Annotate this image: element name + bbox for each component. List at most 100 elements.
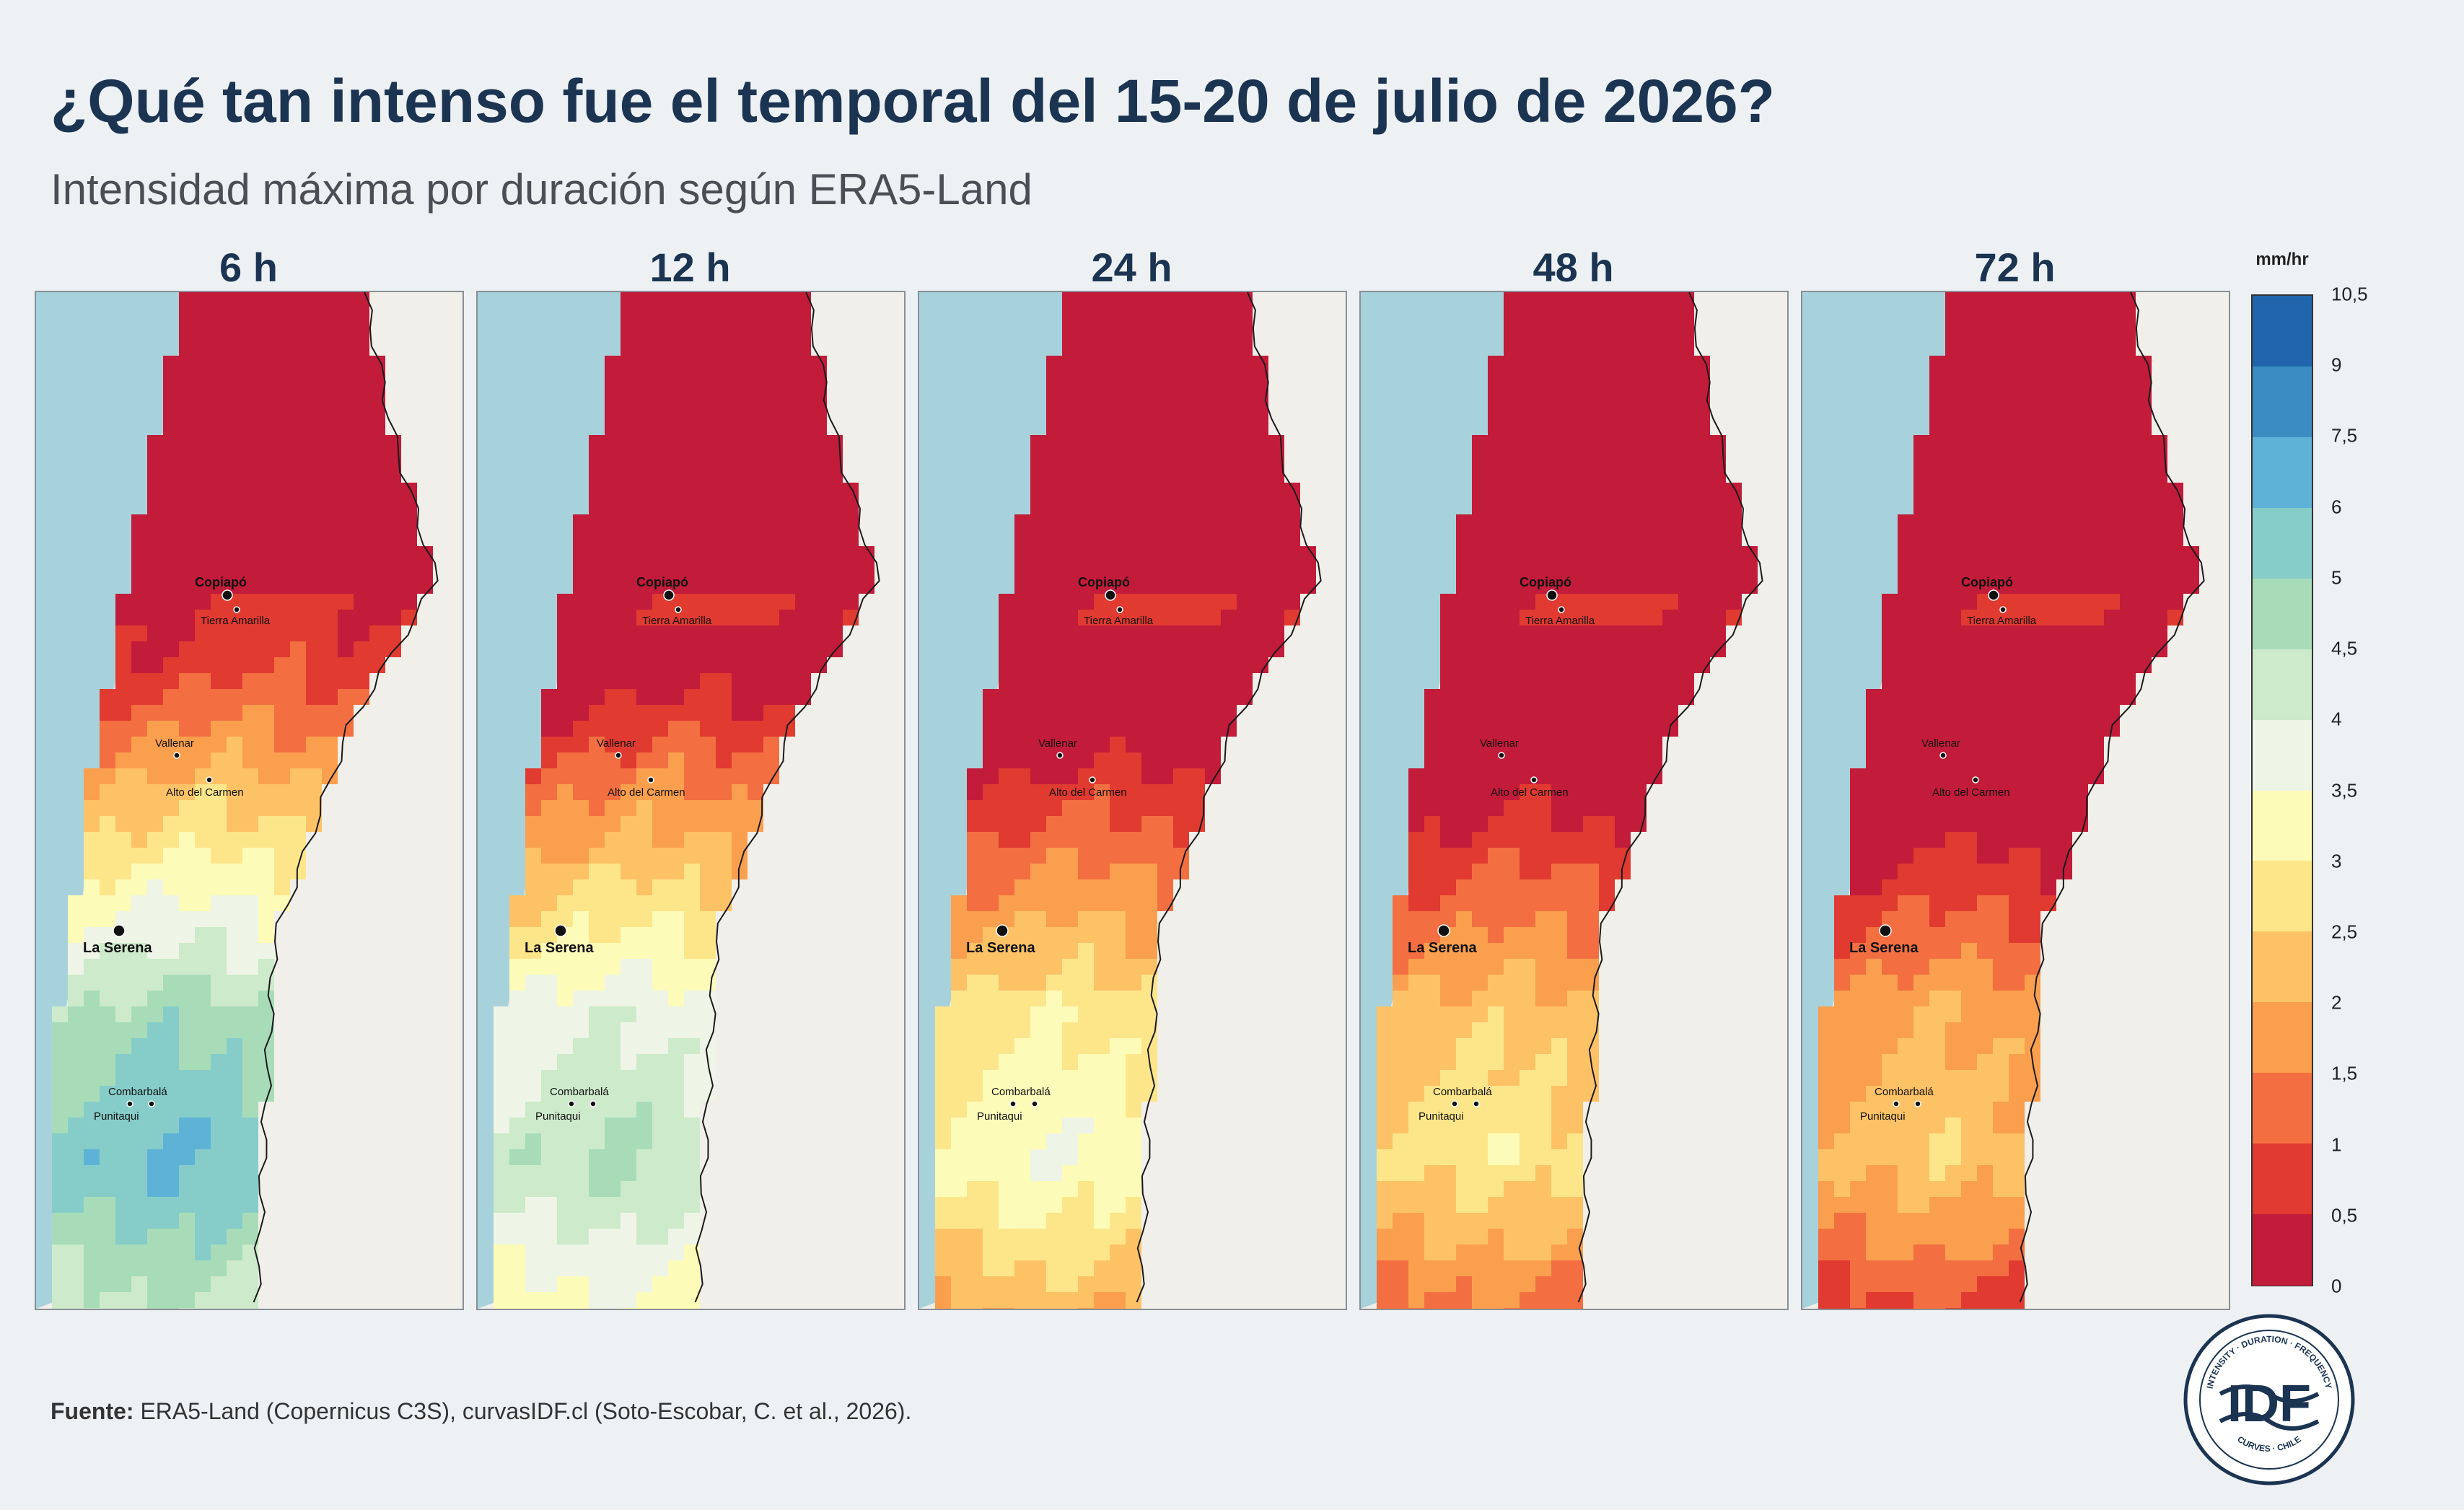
city-label-combarbala: Combarbalá — [108, 1086, 167, 1098]
legend-tick-label: 0,5 — [2331, 1204, 2358, 1226]
city-label-vallenar: Vallenar — [1480, 737, 1519, 750]
page-subtitle: Intensidad máxima por duración según ERA… — [51, 165, 1032, 214]
legend-tick-label: 1 — [2331, 1133, 2342, 1156]
city-label-la-serena: La Serena — [966, 940, 1035, 956]
city-label-alto-del-carmen: Alto del Carmen — [1932, 786, 2010, 799]
ocean-area — [36, 292, 191, 1309]
city-marker — [1999, 606, 2007, 613]
legend-swatch — [2253, 578, 2312, 650]
map-canvas: Copiapó Tierra Amarilla Vallenar Alto del C… — [36, 292, 462, 1309]
city-label-copiapo: Copiapó — [195, 575, 247, 589]
city-label-combarbala: Combarbalá — [1433, 1086, 1492, 1098]
city-marker — [615, 752, 622, 759]
city-label-tierra-amarilla: Tierra Amarilla — [1525, 615, 1595, 627]
legend-swatch — [2253, 719, 2312, 791]
legend-tick-label: 4,5 — [2331, 637, 2358, 659]
border-line — [253, 292, 439, 1303]
ocean-area — [478, 292, 633, 1309]
city-marker — [1116, 606, 1123, 613]
city-marker — [173, 752, 180, 759]
intensity-grid — [1818, 292, 2199, 1309]
city-label-la-serena: La Serena — [83, 940, 152, 956]
city-marker — [996, 924, 1009, 937]
city-marker — [1473, 1100, 1480, 1107]
legend-unit: mm/hr — [2255, 250, 2309, 269]
city-label-tierra-amarilla: Tierra Amarilla — [1967, 615, 2037, 627]
panel-title-6h: 6 h — [219, 245, 278, 290]
logo-main-text: IDF — [2227, 1375, 2311, 1433]
city-label-punitaqui: Punitaqui — [94, 1110, 139, 1123]
intensity-grid — [1377, 292, 1758, 1309]
map-canvas: Copiapó Tierra Amarilla Vallenar Alto del C… — [478, 292, 904, 1309]
city-marker — [1879, 924, 1892, 937]
city-label-punitaqui: Punitaqui — [977, 1110, 1022, 1123]
intensity-grid — [494, 292, 874, 1309]
map-panel-12h[interactable]: Copiapó Tierra Amarilla Vallenar Alto del C… — [476, 291, 906, 1310]
legend-swatch — [2253, 861, 2312, 933]
city-marker — [568, 1100, 575, 1107]
city-marker — [126, 1100, 133, 1107]
city-label-alto-del-carmen: Alto del Carmen — [1491, 786, 1569, 799]
city-marker — [1031, 1100, 1038, 1107]
ocean-area — [1802, 292, 1957, 1309]
city-label-copiapo: Copiapó — [636, 575, 688, 589]
legend-swatch — [2253, 507, 2312, 579]
city-label-punitaqui: Punitaqui — [1860, 1110, 1906, 1123]
city-label-vallenar: Vallenar — [597, 737, 636, 750]
legend-tick-label: 4 — [2331, 708, 2342, 730]
map-canvas: Copiapó Tierra Amarilla Vallenar Alto del C… — [1802, 292, 2229, 1309]
city-label-punitaqui: Punitaqui — [535, 1110, 581, 1123]
legend-tick-label: 2,5 — [2331, 921, 2358, 943]
city-label-alto-del-carmen: Alto del Carmen — [1049, 786, 1127, 799]
city-marker — [1089, 776, 1096, 783]
city-label-la-serena: La Serena — [1849, 940, 1919, 956]
legend-tick-label: 6 — [2331, 496, 2342, 518]
city-label-combarbala: Combarbalá — [1875, 1086, 1934, 1098]
city-marker — [1056, 752, 1064, 759]
legend-swatch — [2253, 1144, 2312, 1216]
city-marker — [113, 924, 126, 937]
map-panel-72h[interactable]: Copiapó Tierra Amarilla Vallenar Alto del C… — [1801, 291, 2230, 1310]
legend-swatch — [2253, 931, 2312, 1004]
city-label-la-serena: La Serena — [525, 940, 594, 956]
city-label-copiapo: Copiapó — [1520, 575, 1571, 589]
border-line — [1577, 292, 1763, 1303]
legend-swatch — [2253, 1073, 2312, 1145]
panel-title-24h: 24 h — [1091, 245, 1172, 290]
legend-tick-label: 1,5 — [2331, 1062, 2358, 1084]
city-marker — [1939, 752, 1947, 759]
city-label-vallenar: Vallenar — [1038, 737, 1077, 750]
legend-swatch — [2253, 790, 2312, 862]
legend-tick-label: 5 — [2331, 566, 2342, 589]
city-marker — [1530, 776, 1538, 783]
city-label-vallenar: Vallenar — [1921, 737, 1960, 750]
city-marker — [554, 924, 567, 937]
city-marker — [1009, 1100, 1017, 1107]
idf-curves-logo: INTENSITY · DURATION · FREQUENCY CURVES … — [2183, 1314, 2355, 1485]
city-marker — [647, 776, 654, 783]
source-note: Fuente: ERA5-Land (Copernicus C3S), curv… — [51, 1398, 911, 1425]
city-label-copiapo: Copiapó — [1078, 575, 1130, 589]
city-label-alto-del-carmen: Alto del Carmen — [608, 786, 685, 799]
legend-swatch — [2253, 1214, 2312, 1286]
map-canvas: Copiapó Tierra Amarilla Vallenar Alto del C… — [919, 292, 1346, 1309]
city-marker — [663, 589, 675, 601]
city-label-tierra-amarilla: Tierra Amarilla — [201, 615, 271, 627]
legend-tick-label: 10,5 — [2331, 283, 2368, 305]
intensity-grid — [52, 292, 433, 1309]
legend-tick-label: 2 — [2331, 991, 2342, 1014]
city-marker — [1437, 924, 1450, 937]
city-label-combarbala: Combarbalá — [550, 1086, 609, 1098]
map-panel-6h[interactable]: Copiapó Tierra Amarilla Vallenar Alto del C… — [35, 291, 464, 1310]
map-panel-24h[interactable]: Copiapó Tierra Amarilla Vallenar Alto del C… — [918, 291, 1347, 1310]
legend-tick-label: 3 — [2331, 850, 2342, 872]
legend-tick-label: 9 — [2331, 354, 2342, 376]
source-text: ERA5-Land (Copernicus C3S), curvasIDF.cl… — [133, 1398, 912, 1424]
city-label-vallenar: Vallenar — [155, 737, 194, 750]
city-marker — [1988, 589, 1999, 601]
city-marker — [1914, 1100, 1921, 1107]
city-marker — [1105, 589, 1116, 601]
city-marker — [1972, 776, 1979, 783]
source-label: Fuente: — [51, 1398, 134, 1424]
map-panel-48h[interactable]: Copiapó Tierra Amarilla Vallenar Alto del C… — [1359, 291, 1789, 1310]
